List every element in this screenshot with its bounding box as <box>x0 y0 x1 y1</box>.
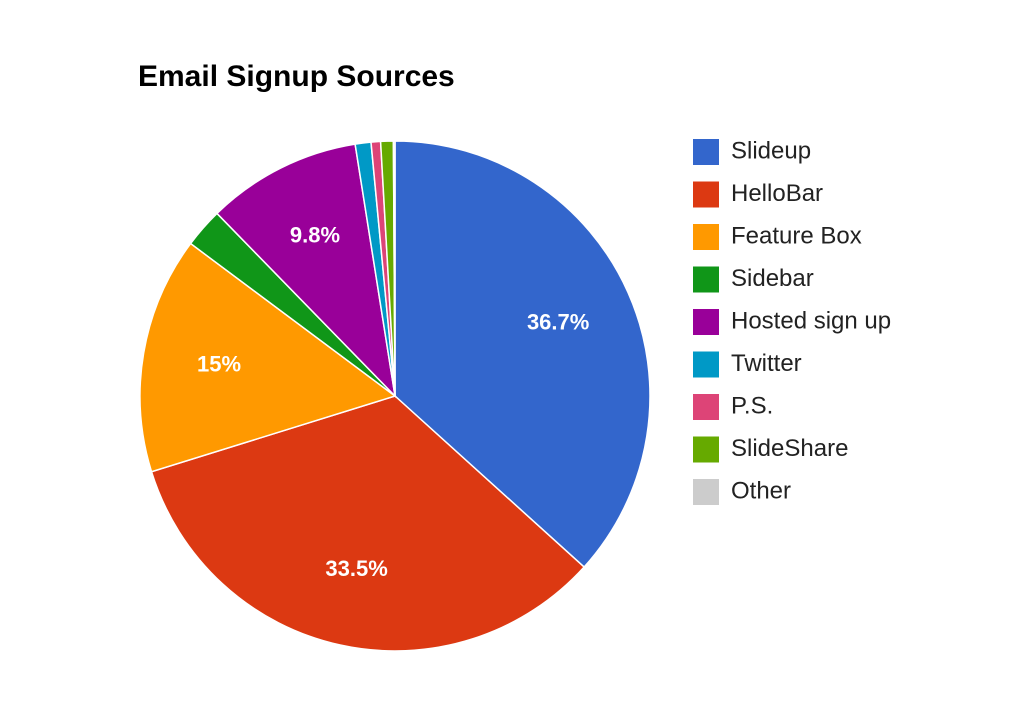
pie-slice <box>215 143 397 399</box>
legend-swatch <box>693 436 719 463</box>
pie-slice <box>139 242 397 473</box>
legend-swatch <box>693 309 719 335</box>
legend-swatch <box>693 479 719 505</box>
legend-label: Sidebar <box>731 265 814 292</box>
chart-title: Email Signup Sources <box>138 60 455 93</box>
slice-label: 33.5% <box>325 556 387 581</box>
legend-swatch <box>693 394 719 420</box>
pie-slice <box>150 395 586 652</box>
slice-label: 15% <box>197 352 241 377</box>
legend-label: HelloBar <box>731 180 823 207</box>
legend-label: SlideShare <box>731 435 848 462</box>
legend-label: Slideup <box>731 137 811 164</box>
slice-label: 36.7% <box>527 309 589 334</box>
slice-label: 9.8% <box>290 222 340 247</box>
legend-swatch <box>693 351 719 378</box>
legend-label: Feature Box <box>731 222 862 249</box>
legend-swatch <box>693 181 719 208</box>
pie-slice <box>392 140 396 397</box>
legend-swatch <box>693 139 719 165</box>
legend-swatch <box>693 224 719 250</box>
legend-swatch <box>693 266 719 293</box>
pie-slice <box>394 140 651 569</box>
legend-label: Other <box>731 477 791 504</box>
legend-label: Twitter <box>731 350 802 377</box>
legend-label: P.S. <box>731 392 773 419</box>
legend-label: Hosted sign up <box>731 307 891 334</box>
